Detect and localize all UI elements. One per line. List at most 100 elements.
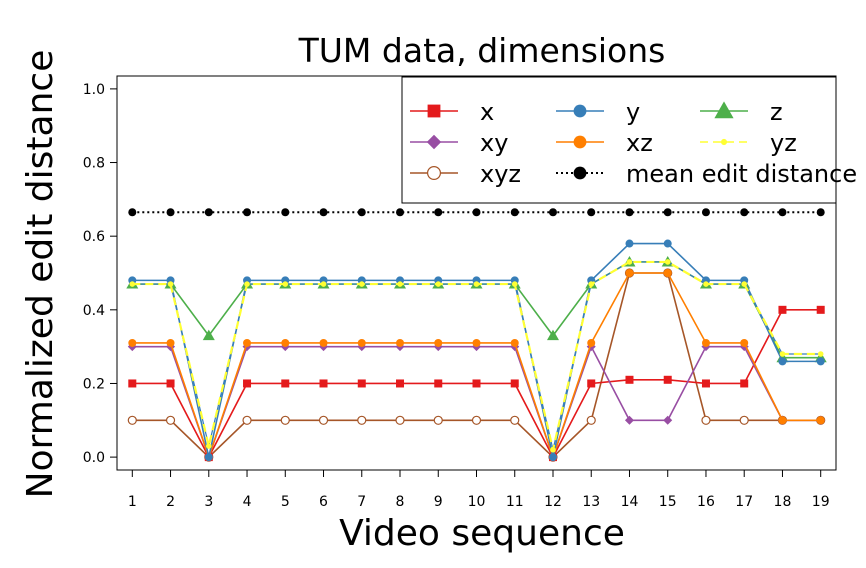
point-mean-edit-distance	[701, 208, 710, 217]
point-mean-edit-distance	[510, 208, 519, 217]
series-xy	[127, 342, 826, 462]
y-tick-label: 0.8	[83, 156, 105, 172]
point-mean-edit-distance	[128, 208, 137, 217]
point-mean-edit-distance	[548, 208, 557, 217]
point-xyz	[395, 415, 405, 425]
x-tick-label: 3	[204, 494, 213, 510]
point-xz	[281, 338, 290, 347]
point-xz	[357, 338, 366, 347]
y-tick-label: 1.0	[83, 82, 105, 98]
legend-label-xz: xz	[626, 129, 653, 157]
x-tick-label: 11	[506, 494, 524, 510]
y-tick-label: 0.6	[83, 229, 105, 245]
point-x	[510, 379, 519, 388]
plot-series	[126, 208, 827, 462]
point-yz	[397, 281, 403, 287]
point-xyz	[318, 415, 329, 425]
point-x	[281, 379, 290, 388]
legend-label-z: z	[770, 98, 783, 126]
point-xz	[128, 338, 137, 347]
x-tick-label: 15	[659, 494, 677, 510]
series-xyz	[127, 268, 826, 462]
point-xy	[624, 415, 634, 425]
point-mean-edit-distance	[166, 208, 175, 217]
x-tick-label: 19	[812, 494, 830, 510]
point-xz	[816, 416, 825, 425]
series-yz	[129, 259, 824, 453]
point-xz	[625, 269, 634, 277]
x-tick-label: 6	[319, 494, 328, 510]
legend-label-xyz: xyz	[480, 160, 521, 188]
y-tick-label: 0.4	[83, 303, 105, 319]
point-x	[128, 379, 137, 388]
point-x	[625, 375, 634, 384]
point-mean-edit-distance	[472, 208, 481, 217]
point-x	[740, 379, 749, 388]
legend-item-x: x	[410, 98, 494, 126]
point-xz	[243, 338, 252, 347]
point-xyz	[586, 415, 596, 425]
point-yz	[282, 281, 289, 287]
point-z	[202, 329, 215, 341]
point-xyz	[242, 415, 252, 425]
point-yz	[588, 281, 595, 287]
point-mean-edit-distance	[587, 208, 596, 217]
point-yz	[779, 351, 786, 357]
point-x	[319, 379, 328, 388]
point-xz	[701, 338, 710, 347]
point-x	[434, 379, 443, 388]
point-mean-edit-distance	[281, 208, 290, 217]
point-x	[778, 305, 787, 314]
x-axis-label: Video sequence	[339, 513, 625, 554]
point-yz	[205, 443, 212, 449]
point-y	[816, 357, 825, 366]
x-tick-label: 10	[468, 494, 486, 510]
x-tick-label: 5	[281, 494, 290, 510]
point-xyz	[471, 415, 482, 425]
point-xyz	[280, 415, 290, 425]
point-y	[663, 239, 672, 248]
point-yz	[550, 446, 556, 453]
x-tick-label: 18	[774, 494, 792, 510]
point-yz	[626, 259, 633, 265]
x-tick-label: 1	[128, 494, 137, 510]
point-y	[204, 453, 213, 462]
point-mean-edit-distance	[434, 208, 443, 217]
legend-marker-y	[573, 104, 587, 118]
point-x	[396, 379, 405, 388]
point-yz	[358, 281, 365, 287]
point-y	[548, 453, 557, 462]
legend-marker-mean-edit-distance	[573, 166, 587, 180]
y-axis-label: Normalized edit distance	[20, 50, 61, 499]
point-xyz	[433, 415, 443, 425]
x-tick-label: 7	[357, 494, 366, 510]
series-xz	[128, 269, 825, 462]
x-tick-label: 17	[735, 494, 753, 510]
point-yz	[664, 259, 671, 265]
legend-box	[401, 76, 837, 204]
point-xz	[472, 338, 481, 347]
point-yz	[129, 281, 136, 287]
point-x	[701, 379, 710, 388]
legend-item-yz: yz	[700, 129, 797, 157]
legend-label-xy: xy	[480, 129, 508, 157]
legend-item-mean-edit-distance: mean edit distance	[556, 160, 857, 188]
point-yz	[741, 281, 748, 287]
point-x	[243, 379, 252, 388]
y-tick-label: 0.0	[83, 450, 105, 466]
point-yz	[817, 351, 824, 357]
legend-label-x: x	[480, 98, 494, 126]
point-mean-edit-distance	[663, 208, 672, 217]
x-tick-label: 4	[243, 494, 252, 510]
legend-label-mean-edit-distance: mean edit distance	[626, 160, 857, 188]
point-mean-edit-distance	[396, 208, 405, 217]
point-xz	[740, 338, 749, 347]
chart-title: TUM data, dimensions	[298, 31, 666, 70]
series-line-xy	[132, 344, 821, 460]
point-xz	[319, 338, 328, 347]
point-xyz	[127, 415, 137, 425]
point-y	[625, 239, 634, 248]
legend-marker-xz	[573, 135, 587, 149]
point-z	[546, 329, 559, 341]
